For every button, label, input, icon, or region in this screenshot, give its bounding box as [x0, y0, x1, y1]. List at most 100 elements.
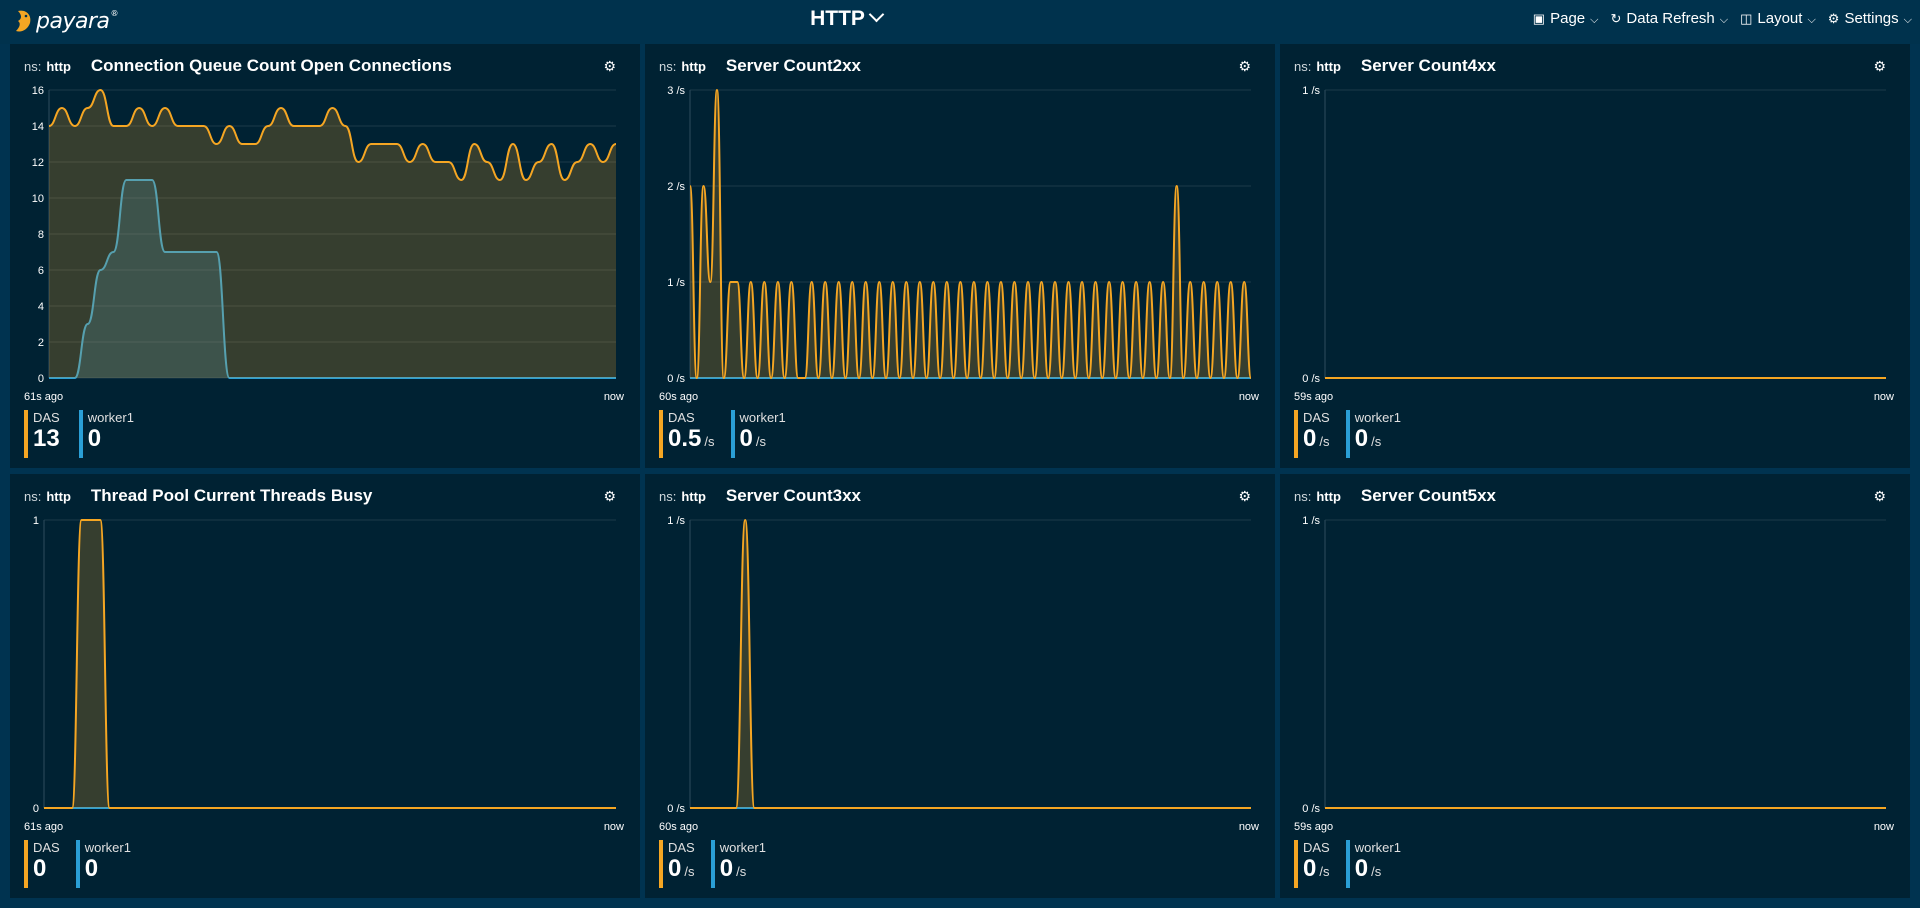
- series-worker1-line: [49, 179, 616, 379]
- legend-unit: /s: [1371, 864, 1382, 879]
- chart-widget: 0 2 4 6 8 10 12 14 16 61s ago now ns: http Connection…: [10, 44, 640, 468]
- page-title[interactable]: HTTP: [0, 6, 1692, 31]
- ns-label: ns:: [659, 488, 677, 504]
- gear-icon[interactable]: ⚙: [1873, 488, 1886, 504]
- legend-item-das[interactable]: DAS 0/s: [1294, 410, 1330, 458]
- legend-name: worker1: [87, 410, 134, 425]
- legend-item-das[interactable]: DAS 0/s: [1294, 840, 1330, 888]
- chevron-down-icon: ⌵: [1903, 14, 1912, 26]
- y-tick-label: 6: [38, 265, 44, 277]
- legend-name: worker1: [719, 840, 766, 855]
- widget-header: ns: http Server Count4xx ⚙: [1294, 54, 1896, 78]
- legend-value: 0: [84, 855, 99, 882]
- chart-plot[interactable]: 0 /s 1 /s 2 /s 3 /s 60s ago now: [645, 44, 1275, 468]
- legend-name: DAS: [33, 840, 60, 855]
- legend-item-worker1[interactable]: worker1 0/s: [1345, 410, 1401, 458]
- legend-name: DAS: [1303, 840, 1330, 855]
- chart-legend: DAS 0/s worker1 0/s: [1294, 840, 1401, 888]
- chart-widget: 0 /s 1 /s 59s ago now ns: http Server Count5xx…: [1280, 474, 1910, 898]
- x-tick-label: 59s ago: [1294, 821, 1333, 833]
- y-tick-label: 1 /s: [1302, 85, 1320, 97]
- fish-icon: [16, 10, 31, 32]
- chevron-down-icon: ⌵: [1807, 14, 1816, 26]
- legend-item-worker1[interactable]: worker1 0/s: [710, 840, 766, 888]
- legend-value: 0: [33, 855, 47, 882]
- chart-plot[interactable]: 0 1 61s ago now: [10, 474, 640, 898]
- data-refresh-menu[interactable]: ↻ Data Refresh ⌵: [1610, 10, 1728, 27]
- y-tick-label: 10: [32, 193, 44, 205]
- ns-value: http: [1316, 58, 1341, 74]
- series-das-line: [48, 88, 617, 182]
- gear-icon[interactable]: ⚙: [1238, 488, 1251, 504]
- chart-legend: DAS 0/s worker1 0/s: [1294, 410, 1401, 458]
- legend-value: 0/s: [1303, 425, 1330, 452]
- legend-item-worker1[interactable]: worker1 0: [75, 840, 131, 888]
- gear-icon[interactable]: ⚙: [603, 58, 616, 74]
- series-das-area: [49, 90, 616, 378]
- chart-legend: DAS 0/s worker1 0/s: [659, 840, 766, 888]
- widget-title: Thread Pool Current Threads Busy: [90, 486, 373, 505]
- x-tick-label: now: [1874, 821, 1894, 833]
- chart-plot[interactable]: 0 /s 1 /s 59s ago now: [1280, 474, 1910, 898]
- y-tick-label: 4: [38, 301, 44, 313]
- chevron-down-icon: ⌵: [1719, 14, 1729, 26]
- x-tick-label: now: [1239, 391, 1259, 403]
- legend-unit: /s: [755, 434, 766, 449]
- legend-item-worker1[interactable]: worker1 0: [78, 410, 134, 458]
- payara-logo[interactable]: payara®: [14, 3, 118, 39]
- legend-unit: /s: [1319, 434, 1330, 449]
- legend-value: 0/s: [1354, 425, 1382, 452]
- gear-icon[interactable]: ⚙: [603, 488, 616, 504]
- x-tick-label: now: [604, 821, 624, 833]
- chart-plot[interactable]: 0 2 4 6 8 10 12 14 16 61s ago now: [10, 44, 640, 468]
- ns-value: http: [1316, 488, 1341, 504]
- top-bar: payara® HTTP ▣ Page ⌵ ↻ Data Refresh ⌵ ◫…: [0, 0, 1920, 44]
- widget-title: Server Count5xx: [1360, 486, 1497, 505]
- y-tick-label: 3 /s: [667, 85, 685, 97]
- legend-unit: /s: [684, 864, 695, 879]
- legend-unit: /s: [736, 864, 747, 879]
- legend-name: DAS: [668, 410, 695, 425]
- legend-value: 0/s: [668, 855, 695, 882]
- layout-icon: ◫: [1740, 10, 1753, 26]
- settings-menu[interactable]: ⚙ Settings ⌵: [1828, 10, 1912, 27]
- chart-plot[interactable]: 0 /s 1 /s 60s ago now: [645, 474, 1275, 898]
- ns-label: ns:: [659, 58, 677, 74]
- y-tick-label: 1 /s: [1302, 515, 1320, 527]
- logo-text: payara®: [36, 8, 118, 34]
- chart-legend: DAS 0 worker1 0: [24, 840, 131, 888]
- series-das-line: [44, 519, 616, 809]
- settings-menu-label: Settings: [1844, 10, 1899, 27]
- widget-header: ns: http Server Count5xx ⚙: [1294, 484, 1896, 508]
- legend-item-das[interactable]: DAS 0: [24, 840, 60, 888]
- y-tick-label: 0 /s: [1302, 803, 1320, 815]
- gear-icon[interactable]: ⚙: [1873, 58, 1886, 74]
- y-tick-label: 0: [33, 803, 39, 815]
- legend-value: 0/s: [1354, 855, 1382, 882]
- legend-item-das[interactable]: DAS 13: [24, 410, 63, 458]
- chart-plot[interactable]: 0 /s 1 /s 59s ago now: [1280, 44, 1910, 468]
- y-tick-label: 0 /s: [1302, 373, 1320, 385]
- data-refresh-label: Data Refresh: [1626, 10, 1715, 27]
- y-tick-label: 1: [33, 515, 39, 527]
- gear-icon[interactable]: ⚙: [1238, 58, 1251, 74]
- legend-item-worker1[interactable]: worker1 0/s: [1345, 840, 1401, 888]
- x-tick-label: 59s ago: [1294, 391, 1333, 403]
- ns-label: ns:: [1294, 488, 1312, 504]
- layout-menu[interactable]: ◫ Layout ⌵: [1740, 10, 1816, 27]
- chart-widget: 0 /s 1 /s 60s ago now ns: http Server Count3xx…: [645, 474, 1275, 898]
- page-menu[interactable]: ▣ Page ⌵: [1533, 10, 1599, 27]
- gear-icon: ⚙: [1827, 10, 1840, 26]
- x-tick-label: 61s ago: [24, 391, 63, 403]
- widget-header: ns: http Server Count2xx ⚙: [659, 54, 1261, 78]
- x-tick-label: now: [1239, 821, 1259, 833]
- legend-item-worker1[interactable]: worker1 0/s: [730, 410, 786, 458]
- widget-title: Server Count4xx: [1360, 56, 1497, 75]
- legend-item-das[interactable]: DAS 0/s: [659, 840, 695, 888]
- layout-menu-label: Layout: [1757, 10, 1803, 27]
- legend-item-das[interactable]: DAS 0.5/s: [659, 410, 715, 458]
- ns-label: ns:: [24, 58, 42, 74]
- y-tick-label: 0: [38, 373, 44, 385]
- legend-name: DAS: [33, 410, 60, 425]
- y-tick-label: 8: [38, 229, 44, 241]
